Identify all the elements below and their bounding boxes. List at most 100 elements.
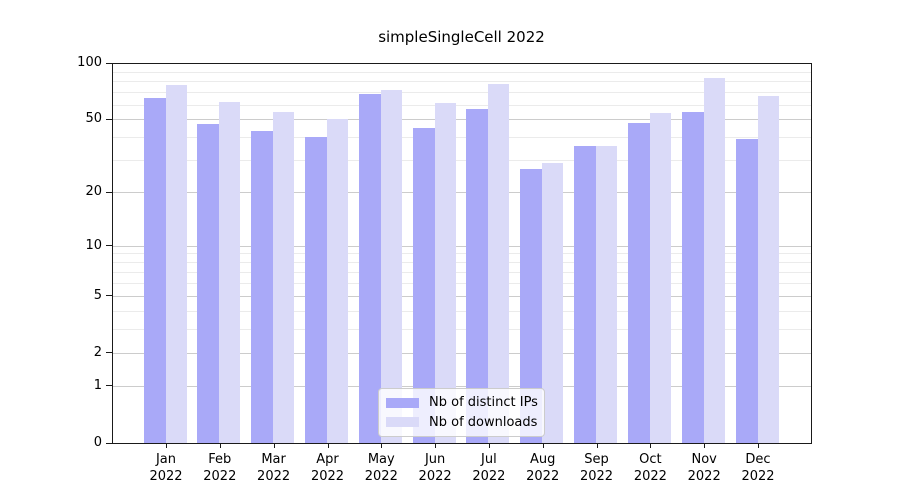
minor-gridline	[112, 282, 811, 284]
x-tick-mark	[650, 444, 652, 448]
y-tick-mark	[106, 295, 112, 296]
y-tick-mark	[106, 442, 112, 444]
x-tick-month: Dec	[745, 452, 771, 467]
minor-gridline	[112, 253, 811, 255]
minor-gridline	[112, 92, 811, 93]
x-tick-label: Apr 2022	[300, 451, 356, 485]
y-tick-label: 1	[93, 377, 102, 393]
minor-gridline	[112, 81, 811, 83]
x-tick-mark	[219, 444, 221, 448]
x-tick-mark	[488, 444, 490, 448]
x-tick-year: 2022	[579, 469, 614, 484]
x-tick-mark	[596, 444, 598, 448]
x-tick-year: 2022	[203, 469, 237, 484]
x-tick-year: 2022	[364, 469, 398, 484]
legend-row-distinct-ips: Nb of distinct IPs	[386, 395, 538, 411]
x-tick-label: Mar 2022	[246, 451, 302, 485]
minor-gridline	[112, 271, 811, 273]
x-tick-month: Nov	[691, 452, 717, 467]
bar-downloads-feb	[219, 101, 241, 443]
spine-bottom	[112, 443, 812, 444]
x-tick-label: Nov 2022	[676, 451, 732, 485]
bar-downloads-apr	[327, 119, 348, 443]
x-tick-mark	[542, 444, 544, 448]
x-tick-month: Apr	[316, 452, 339, 467]
x-tick-mark	[704, 444, 706, 448]
minor-gridline	[112, 160, 811, 162]
legend: Nb of distinct IPs Nb of downloads	[378, 388, 545, 437]
x-tick-month: Oct	[639, 452, 662, 467]
y-tick-label: 20	[85, 184, 102, 200]
x-tick-month: Jan	[155, 452, 177, 467]
x-tick-label: Oct 2022	[622, 451, 678, 485]
x-tick-label: Sep 2022	[569, 451, 625, 485]
x-tick-year: 2022	[741, 469, 775, 484]
bar-downloads-oct	[649, 113, 671, 443]
x-tick-month: Jul	[481, 452, 497, 467]
x-tick-label: May 2022	[353, 451, 409, 485]
x-tick-month: Jun	[424, 452, 446, 467]
x-tick-month: Feb	[208, 452, 232, 467]
x-tick-mark	[758, 444, 759, 448]
bar-distinct-ips-may	[358, 94, 381, 443]
major-gridline	[112, 192, 811, 194]
minor-gridline	[112, 328, 811, 330]
x-tick-year: 2022	[687, 469, 721, 484]
y-tick-label: 0	[93, 435, 102, 450]
y-tick-mark	[106, 118, 112, 120]
bar-downloads-jul	[488, 84, 510, 443]
legend-row-downloads: Nb of downloads	[386, 415, 537, 430]
x-tick-month: Mar	[261, 452, 286, 467]
x-tick-label: Jul 2022	[461, 451, 517, 485]
bar-distinct-ips-feb	[197, 124, 220, 443]
bar-downloads-dec	[757, 95, 779, 443]
major-gridline	[112, 385, 811, 387]
bar-distinct-ips-sep	[574, 145, 596, 443]
x-tick-month: May	[367, 452, 395, 467]
y-tick-mark	[106, 62, 112, 64]
minor-gridline	[112, 310, 811, 312]
x-tick-year: 2022	[526, 469, 560, 484]
x-tick-year: 2022	[257, 469, 291, 484]
bar-distinct-ips-dec	[735, 139, 758, 443]
x-tick-year: 2022	[149, 469, 183, 484]
bar-downloads-aug	[542, 163, 564, 443]
bar-distinct-ips-jan	[143, 98, 166, 443]
minor-gridline	[112, 262, 811, 264]
x-tick-label: Jan 2022	[138, 451, 194, 485]
legend-label-downloads: Nb of downloads	[429, 414, 538, 430]
x-tick-mark	[327, 444, 329, 448]
major-gridline	[112, 245, 811, 247]
bar-downloads-mar	[273, 111, 295, 443]
x-tick-year: 2022	[633, 469, 667, 484]
plot-area	[112, 63, 811, 443]
minor-gridline	[112, 137, 811, 139]
x-tick-label: Feb 2022	[192, 451, 248, 485]
bar-distinct-ips-jun	[412, 127, 435, 443]
spine-left	[112, 63, 113, 444]
major-gridline	[112, 295, 811, 297]
y-tick-label: 2	[93, 344, 102, 360]
bar-downloads-nov	[703, 78, 725, 443]
x-tick-label: Dec 2022	[730, 451, 786, 485]
bar-downloads-jun	[434, 103, 456, 443]
bar-distinct-ips-jul	[466, 108, 489, 443]
bar-distinct-ips-aug	[520, 168, 543, 443]
y-tick-label: 100	[77, 55, 102, 70]
chart-title: simpleSingleCell 2022	[378, 28, 545, 46]
bar-distinct-ips-mar	[251, 131, 274, 443]
bar-distinct-ips-apr	[305, 137, 327, 443]
x-tick-label: Jun 2022	[407, 451, 463, 485]
x-tick-month: Aug	[529, 452, 556, 467]
x-tick-label: Aug 2022	[515, 451, 571, 485]
x-tick-mark	[273, 444, 275, 448]
x-tick-mark	[166, 444, 167, 448]
y-tick-label: 50	[85, 111, 102, 127]
major-gridline	[112, 119, 811, 121]
x-tick-year: 2022	[310, 469, 345, 484]
major-gridline	[112, 352, 811, 354]
y-tick-mark	[106, 191, 112, 193]
x-tick-month: Sep	[584, 452, 609, 467]
legend-label-distinct-ips: Nb of distinct IPs	[429, 395, 538, 411]
